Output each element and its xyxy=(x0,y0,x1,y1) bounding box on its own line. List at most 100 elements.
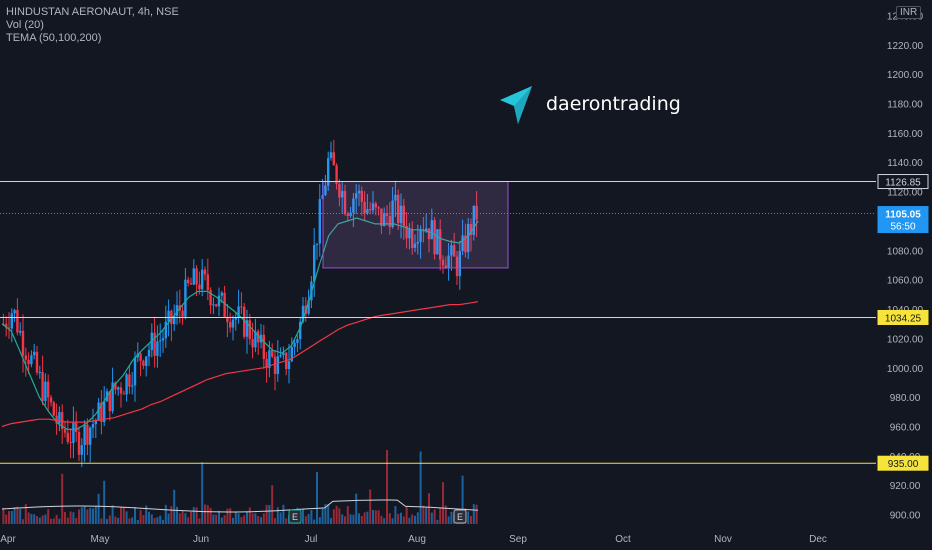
volume-bar xyxy=(397,513,400,524)
candle-body xyxy=(128,374,131,387)
candle-body xyxy=(167,310,170,322)
volume-bar xyxy=(327,504,330,524)
y-tick-label: 1180.00 xyxy=(887,99,923,110)
candle-body xyxy=(402,205,405,226)
volume-bar xyxy=(237,513,240,524)
candle-body xyxy=(7,327,11,329)
volume-bar xyxy=(246,511,248,524)
candle-body xyxy=(10,313,13,329)
candle-body xyxy=(86,424,89,445)
volume-bar xyxy=(195,507,198,524)
volume-indicator-label[interactable]: Vol (20) xyxy=(6,19,44,31)
tema-indicator-label[interactable]: TEMA (50,100,200) xyxy=(6,32,102,44)
volume-bar xyxy=(251,513,254,524)
candle-body xyxy=(131,385,134,387)
volume-bar xyxy=(352,514,355,524)
candle-body xyxy=(91,424,95,428)
x-tick-label: May xyxy=(91,534,110,545)
x-tick-label: Nov xyxy=(714,534,732,545)
volume-bar xyxy=(80,507,83,524)
candle-body xyxy=(164,321,167,339)
candle-body xyxy=(147,349,151,357)
candle-body xyxy=(287,361,291,370)
candle-body xyxy=(332,152,335,166)
candle-body xyxy=(450,245,453,256)
volume-bar xyxy=(156,517,159,524)
candle-body xyxy=(30,355,33,365)
volume-bar xyxy=(10,511,13,524)
candle-body xyxy=(455,256,459,277)
volume-bar xyxy=(24,504,27,524)
x-tick-label: Aug xyxy=(408,534,426,545)
volume-bar xyxy=(33,514,36,524)
candle-body xyxy=(245,320,249,337)
candle-body xyxy=(335,165,338,184)
candle-body xyxy=(430,220,433,240)
price-countdown: 56:50 xyxy=(890,222,915,233)
y-tick-label: 980.00 xyxy=(890,393,921,404)
volume-bar xyxy=(38,517,41,524)
symbol-title[interactable]: HINDUSTAN AERONAUT, 4h, NSE xyxy=(6,6,179,18)
volume-bar xyxy=(136,519,139,524)
candle-body xyxy=(153,332,156,356)
volume-bar xyxy=(153,518,156,524)
candle-body xyxy=(411,229,414,248)
y-tick-label: 960.00 xyxy=(890,423,921,434)
volume-bar xyxy=(360,516,363,524)
candle-body xyxy=(243,306,246,337)
volume-bar xyxy=(159,515,162,524)
volume-bar xyxy=(257,515,260,524)
volume-bar xyxy=(89,507,92,524)
volume-bar xyxy=(61,473,64,524)
volume-bar xyxy=(276,507,279,524)
volume-bar xyxy=(324,504,327,524)
candle-body xyxy=(394,194,397,201)
candle-body xyxy=(159,340,162,342)
x-tick-label: Dec xyxy=(809,534,827,545)
volume-bar xyxy=(92,508,94,524)
volume-bar xyxy=(139,510,142,524)
currency-badge[interactable]: INR xyxy=(896,6,922,19)
candle-body xyxy=(94,420,97,425)
y-tick-label: 1020.00 xyxy=(887,334,924,345)
volume-bar xyxy=(22,519,24,524)
volume-bar xyxy=(428,493,430,524)
volume-bar xyxy=(170,506,173,524)
candle-body xyxy=(349,212,352,217)
candle-body xyxy=(206,274,209,291)
volume-bar xyxy=(8,511,10,524)
volume-bar xyxy=(114,516,117,524)
candle-body xyxy=(111,382,114,412)
candle-body xyxy=(341,190,344,198)
volume-bar xyxy=(447,516,450,524)
volume-bar xyxy=(461,475,464,524)
volume-bar xyxy=(178,513,181,524)
volume-bar xyxy=(414,515,416,524)
volume-bar xyxy=(260,517,262,524)
y-tick-label: 1080.00 xyxy=(887,246,924,257)
y-tick-label: 1220.00 xyxy=(887,41,924,52)
candle-body xyxy=(419,229,422,242)
volume-bar xyxy=(279,512,282,524)
candle-body xyxy=(189,283,193,285)
volume-bar xyxy=(78,509,80,524)
volume-bar xyxy=(268,505,271,524)
volume-bar xyxy=(388,513,391,524)
candle-body xyxy=(307,300,310,314)
volume-bar xyxy=(2,507,5,524)
volume-bar xyxy=(344,516,346,524)
candle-body xyxy=(453,245,456,257)
price-label-box xyxy=(877,455,929,471)
candle-body xyxy=(293,343,296,347)
candle-body xyxy=(408,229,411,239)
volume-bar xyxy=(75,518,78,524)
candle-body xyxy=(299,321,302,340)
volume-bar xyxy=(229,508,232,524)
candle-body xyxy=(212,304,215,306)
volume-bar xyxy=(52,518,55,524)
volume-bar xyxy=(335,505,338,524)
candle-body xyxy=(271,350,274,357)
volume-bar xyxy=(206,505,209,524)
volume-bar xyxy=(363,512,366,524)
